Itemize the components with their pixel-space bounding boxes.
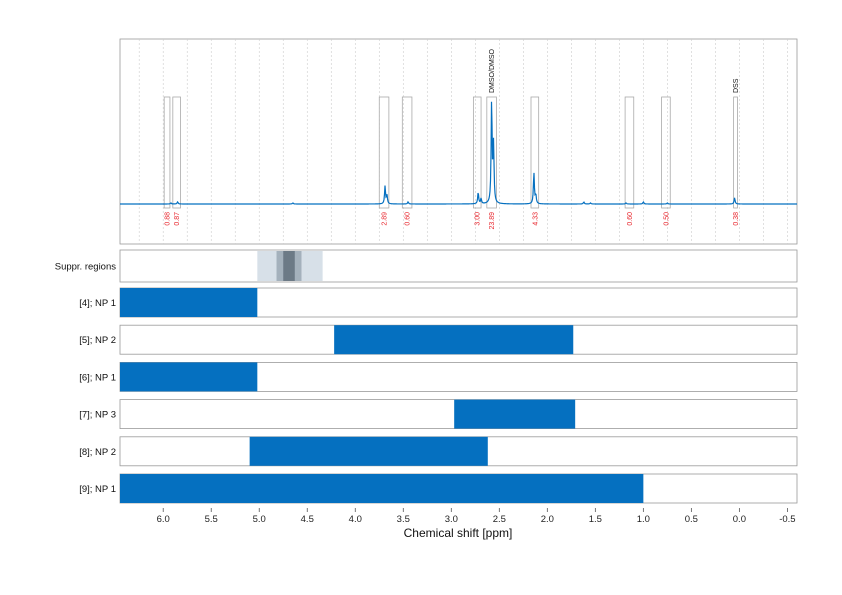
peak-assignment-label: DMSO/DMSO [489, 49, 496, 94]
peak-assignment-label: DSS [733, 78, 740, 93]
track-label: [5]; NP 2 [79, 335, 116, 346]
x-tick-label: 4.5 [301, 514, 314, 525]
integration-box [378, 96, 390, 209]
integration-box [472, 96, 482, 209]
track-label: [4]; NP 1 [79, 298, 116, 309]
x-tick-label: 5.0 [253, 514, 266, 525]
spectrum-panel: 0.88 0.87 2.89 0.60 3.00 23.89 DMSO/DMSO 4.33 0.… [119, 38, 798, 245]
integral-label: 23.89 [489, 212, 496, 230]
track-bar [120, 288, 258, 317]
integral-label: 2.89 [382, 212, 389, 226]
track-label: [6]; NP 1 [79, 372, 116, 383]
spectrum-line [120, 101, 797, 205]
suppression-region [283, 251, 295, 281]
x-tick-label: 3.0 [445, 514, 458, 525]
integration-box [661, 96, 671, 209]
track-bar [454, 399, 576, 429]
track-label: [8]; NP 2 [79, 447, 116, 458]
x-tick-label: 1.5 [589, 514, 602, 525]
integral-label: 0.88 [165, 212, 172, 226]
bar-tracks: [4]; NP 1 [5]; NP 2 [6]; NP 1 [7]; NP 3 [8];… [79, 287, 798, 504]
integral-label: 0.38 [733, 212, 740, 226]
track-bar [334, 325, 574, 355]
integral-label: 0.60 [627, 212, 634, 226]
spectrum-frame [119, 38, 798, 245]
integration-box [530, 96, 540, 209]
suppression-label: Suppr. regions [55, 262, 117, 273]
track-label: [7]; NP 3 [79, 410, 116, 421]
x-tick-label: 4.0 [349, 514, 362, 525]
integral-label: 0.50 [663, 212, 670, 226]
x-tick-label: 1.0 [637, 514, 650, 525]
x-axis: 6.0 5.5 5.0 4.5 4.0 3.5 3.0 2.5 2.0 1.5 1.0 0.5 0.0 -… [157, 508, 796, 525]
integral-label: 0.60 [405, 212, 412, 226]
integral-label: 3.00 [475, 212, 482, 226]
x-tick-label: 2.0 [541, 514, 554, 525]
x-tick-label: 0.0 [733, 514, 746, 525]
suppression-panel: Suppr. regions [55, 249, 798, 283]
track-label: [9]; NP 1 [79, 484, 116, 495]
integration-box [172, 96, 181, 209]
x-tick-label: 3.5 [397, 514, 410, 525]
x-tick-label: 6.0 [157, 514, 170, 525]
integration-box [401, 96, 413, 209]
suppression-frame [119, 249, 798, 283]
track-bar [120, 474, 644, 503]
integral-label: 4.33 [532, 212, 539, 226]
x-tick-label: 2.5 [493, 514, 506, 525]
track-bar [249, 436, 488, 466]
integration-box [624, 96, 635, 209]
integration-box [163, 96, 171, 209]
x-axis-label: Chemical shift [ppm] [404, 526, 513, 540]
integral-label: 0.87 [174, 212, 181, 226]
integration-box [733, 96, 738, 209]
x-tick-label: 5.5 [205, 514, 218, 525]
x-tick-label: -0.5 [779, 514, 795, 525]
track-bar [120, 362, 258, 392]
integration-box [486, 96, 497, 209]
x-tick-label: 0.5 [685, 514, 698, 525]
